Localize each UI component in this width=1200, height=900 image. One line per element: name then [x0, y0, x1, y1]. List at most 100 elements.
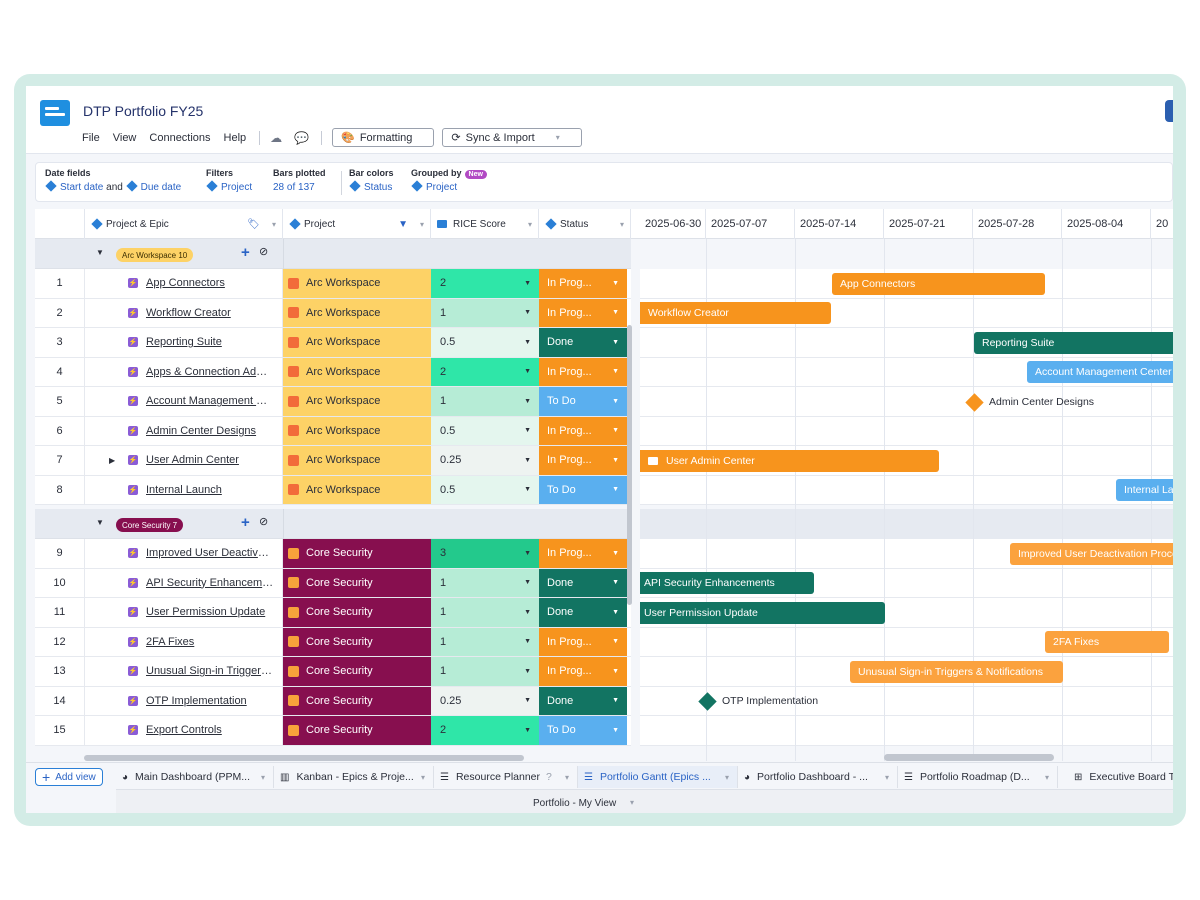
- epic-link[interactable]: Unusual Sign-in Triggers ...: [146, 665, 274, 678]
- epic-cell[interactable]: ⚡ User Permission Update: [85, 598, 283, 627]
- table-row[interactable]: 13 ⚡ Unusual Sign-in Triggers ... Core Secu…: [35, 657, 631, 687]
- chevron-down-icon[interactable]: ▼: [612, 486, 619, 494]
- add-view-button[interactable]: + Add view: [35, 768, 103, 786]
- project-cell[interactable]: Arc Workspace: [283, 357, 431, 386]
- tab-executive-board[interactable]: ⊞ Executive Board T: [1068, 766, 1173, 788]
- chevron-down-icon[interactable]: ▾: [630, 798, 635, 807]
- epic-cell[interactable]: ⚡ Internal Launch: [85, 475, 283, 504]
- rice-score-cell[interactable]: 2 ▼: [431, 357, 539, 386]
- gantt-bar[interactable]: Internal Launch: [1116, 479, 1173, 501]
- grid-horizontal-scrollbar[interactable]: [84, 755, 524, 761]
- filters-setting[interactable]: Filters Project: [206, 168, 252, 193]
- chevron-down-icon[interactable]: ▼: [524, 608, 531, 616]
- hide-eye-icon[interactable]: ⊘: [259, 516, 269, 528]
- rice-score-cell[interactable]: 0.5 ▼: [431, 475, 539, 504]
- chevron-down-icon[interactable]: ▼: [612, 667, 619, 675]
- epic-link[interactable]: Improved User Deactivati...: [146, 547, 274, 560]
- chevron-down-icon[interactable]: ▼: [612, 638, 619, 646]
- status-cell[interactable]: Done ▼: [539, 328, 627, 357]
- epic-link[interactable]: OTP Implementation: [146, 694, 247, 707]
- project-cell[interactable]: Core Security: [283, 716, 431, 745]
- status-cell[interactable]: In Prog... ▼: [539, 627, 627, 656]
- project-cell[interactable]: Arc Workspace: [283, 387, 431, 416]
- epic-link[interactable]: Admin Center Designs: [146, 424, 257, 437]
- project-cell[interactable]: Arc Workspace: [283, 416, 431, 445]
- sync-import-button[interactable]: ⟳ Sync & Import ▾: [442, 128, 582, 147]
- help-icon[interactable]: ?: [546, 771, 552, 783]
- chevron-down-icon[interactable]: ▾: [884, 772, 889, 782]
- chevron-down-icon[interactable]: ▼: [524, 697, 531, 705]
- epic-link[interactable]: Apps & Connection Admi...: [146, 365, 274, 378]
- epic-link[interactable]: User Permission Update: [146, 606, 266, 619]
- chevron-down-icon[interactable]: ▾: [527, 219, 532, 229]
- chevron-down-icon[interactable]: ▼: [524, 427, 531, 435]
- current-view-label[interactable]: Portfolio - My View: [533, 798, 617, 809]
- status-cell[interactable]: To Do ▼: [539, 387, 627, 416]
- chevron-down-icon[interactable]: ▼: [524, 549, 531, 557]
- epic-column-header[interactable]: Project & Epic 🏷 ▾: [85, 209, 283, 239]
- chevron-down-icon[interactable]: ▼: [612, 726, 619, 734]
- chevron-down-icon[interactable]: ▾: [260, 772, 265, 782]
- project-cell[interactable]: Arc Workspace: [283, 269, 431, 298]
- filter-icon[interactable]: ▼: [398, 218, 408, 230]
- gantt-bar[interactable]: Improved User Deactivation Process: [1010, 543, 1173, 565]
- chevron-down-icon[interactable]: ▾: [1044, 772, 1049, 782]
- chevron-down-icon[interactable]: ▼: [524, 368, 531, 376]
- epic-cell[interactable]: ⚡ Unusual Sign-in Triggers ...: [85, 657, 283, 686]
- epic-link[interactable]: Account Management Ce...: [146, 395, 274, 408]
- chevron-down-icon[interactable]: ▾: [420, 772, 425, 782]
- rice-score-cell[interactable]: 1 ▼: [431, 387, 539, 416]
- rice-score-cell[interactable]: 0.25 ▼: [431, 446, 539, 475]
- project-cell[interactable]: Arc Workspace: [283, 475, 431, 504]
- project-cell[interactable]: Core Security: [283, 686, 431, 715]
- status-cell[interactable]: In Prog... ▼: [539, 269, 627, 298]
- app-title[interactable]: DTP Portfolio FY25: [83, 103, 204, 119]
- gantt-bar[interactable]: App Connectors: [832, 273, 1045, 295]
- table-row[interactable]: 12 ⚡ 2FA Fixes Core Security 1 ▼ In Prog... ▼: [35, 627, 631, 657]
- project-cell[interactable]: Core Security: [283, 657, 431, 686]
- tab-portfolio-roadmap[interactable]: ☰ Portfolio Roadmap (D... ▾: [898, 766, 1058, 788]
- epic-cell[interactable]: ⚡ Apps & Connection Admi...: [85, 357, 283, 386]
- app-logo-icon[interactable]: [40, 100, 70, 126]
- epic-link[interactable]: 2FA Fixes: [146, 635, 195, 648]
- chevron-down-icon[interactable]: ▼: [612, 579, 619, 587]
- gantt-bar[interactable]: 2FA Fixes: [1045, 631, 1169, 653]
- table-row[interactable]: 7 ▶ ⚡ User Admin Center Arc Workspace 0.25 ▼ In…: [35, 446, 631, 476]
- expand-triangle-icon[interactable]: ▶: [109, 455, 116, 465]
- tab-portfolio-gantt[interactable]: ☰ Portfolio Gantt (Epics ... ▾: [578, 766, 738, 788]
- project-cell[interactable]: Arc Workspace: [283, 298, 431, 327]
- chevron-down-icon[interactable]: ▼: [524, 456, 531, 464]
- add-row-icon[interactable]: +: [241, 244, 250, 261]
- project-cell[interactable]: Arc Workspace: [283, 446, 431, 475]
- share-button[interactable]: [1165, 100, 1173, 122]
- gantt-bar[interactable]: API Security Enhancements: [640, 572, 814, 594]
- cloud-icon[interactable]: ☁: [270, 130, 283, 145]
- epic-link[interactable]: API Security Enhancements: [146, 576, 274, 589]
- chevron-down-icon[interactable]: ▼: [524, 397, 531, 405]
- collapse-triangle-icon[interactable]: ▼: [96, 518, 104, 527]
- epic-cell[interactable]: ▶ ⚡ User Admin Center: [85, 446, 283, 475]
- rice-score-cell[interactable]: 2 ▼: [431, 716, 539, 745]
- status-cell[interactable]: In Prog... ▼: [539, 657, 627, 686]
- status-cell[interactable]: In Prog... ▼: [539, 539, 627, 568]
- menu-view[interactable]: View: [112, 131, 137, 144]
- chevron-down-icon[interactable]: ▼: [612, 608, 619, 616]
- gantt-bar[interactable]: User Permission Update: [640, 602, 885, 624]
- table-row[interactable]: 8 ⚡ Internal Launch Arc Workspace 0.5 ▼ To Do ▼: [35, 475, 631, 505]
- status-cell[interactable]: Done ▼: [539, 686, 627, 715]
- grid-vertical-scrollbar[interactable]: [627, 325, 632, 605]
- rice-score-cell[interactable]: 1 ▼: [431, 627, 539, 656]
- epic-cell[interactable]: ⚡ Account Management Ce...: [85, 387, 283, 416]
- collapse-triangle-icon[interactable]: ▼: [96, 248, 104, 257]
- start-date-field[interactable]: Start date: [60, 182, 104, 193]
- chevron-down-icon[interactable]: ▼: [612, 456, 619, 464]
- chevron-down-icon[interactable]: ▾: [724, 772, 729, 782]
- rice-score-cell[interactable]: 1 ▼: [431, 298, 539, 327]
- epic-cell[interactable]: ⚡ App Connectors: [85, 269, 283, 298]
- gantt-bar[interactable]: Account Management Center: [1027, 361, 1173, 383]
- bar-colors-setting[interactable]: Bar colors Status: [349, 168, 394, 193]
- chevron-down-icon[interactable]: ▾: [271, 219, 276, 229]
- rice-score-cell[interactable]: 2 ▼: [431, 269, 539, 298]
- rice-score-cell[interactable]: 0.5 ▼: [431, 416, 539, 445]
- project-cell[interactable]: Core Security: [283, 598, 431, 627]
